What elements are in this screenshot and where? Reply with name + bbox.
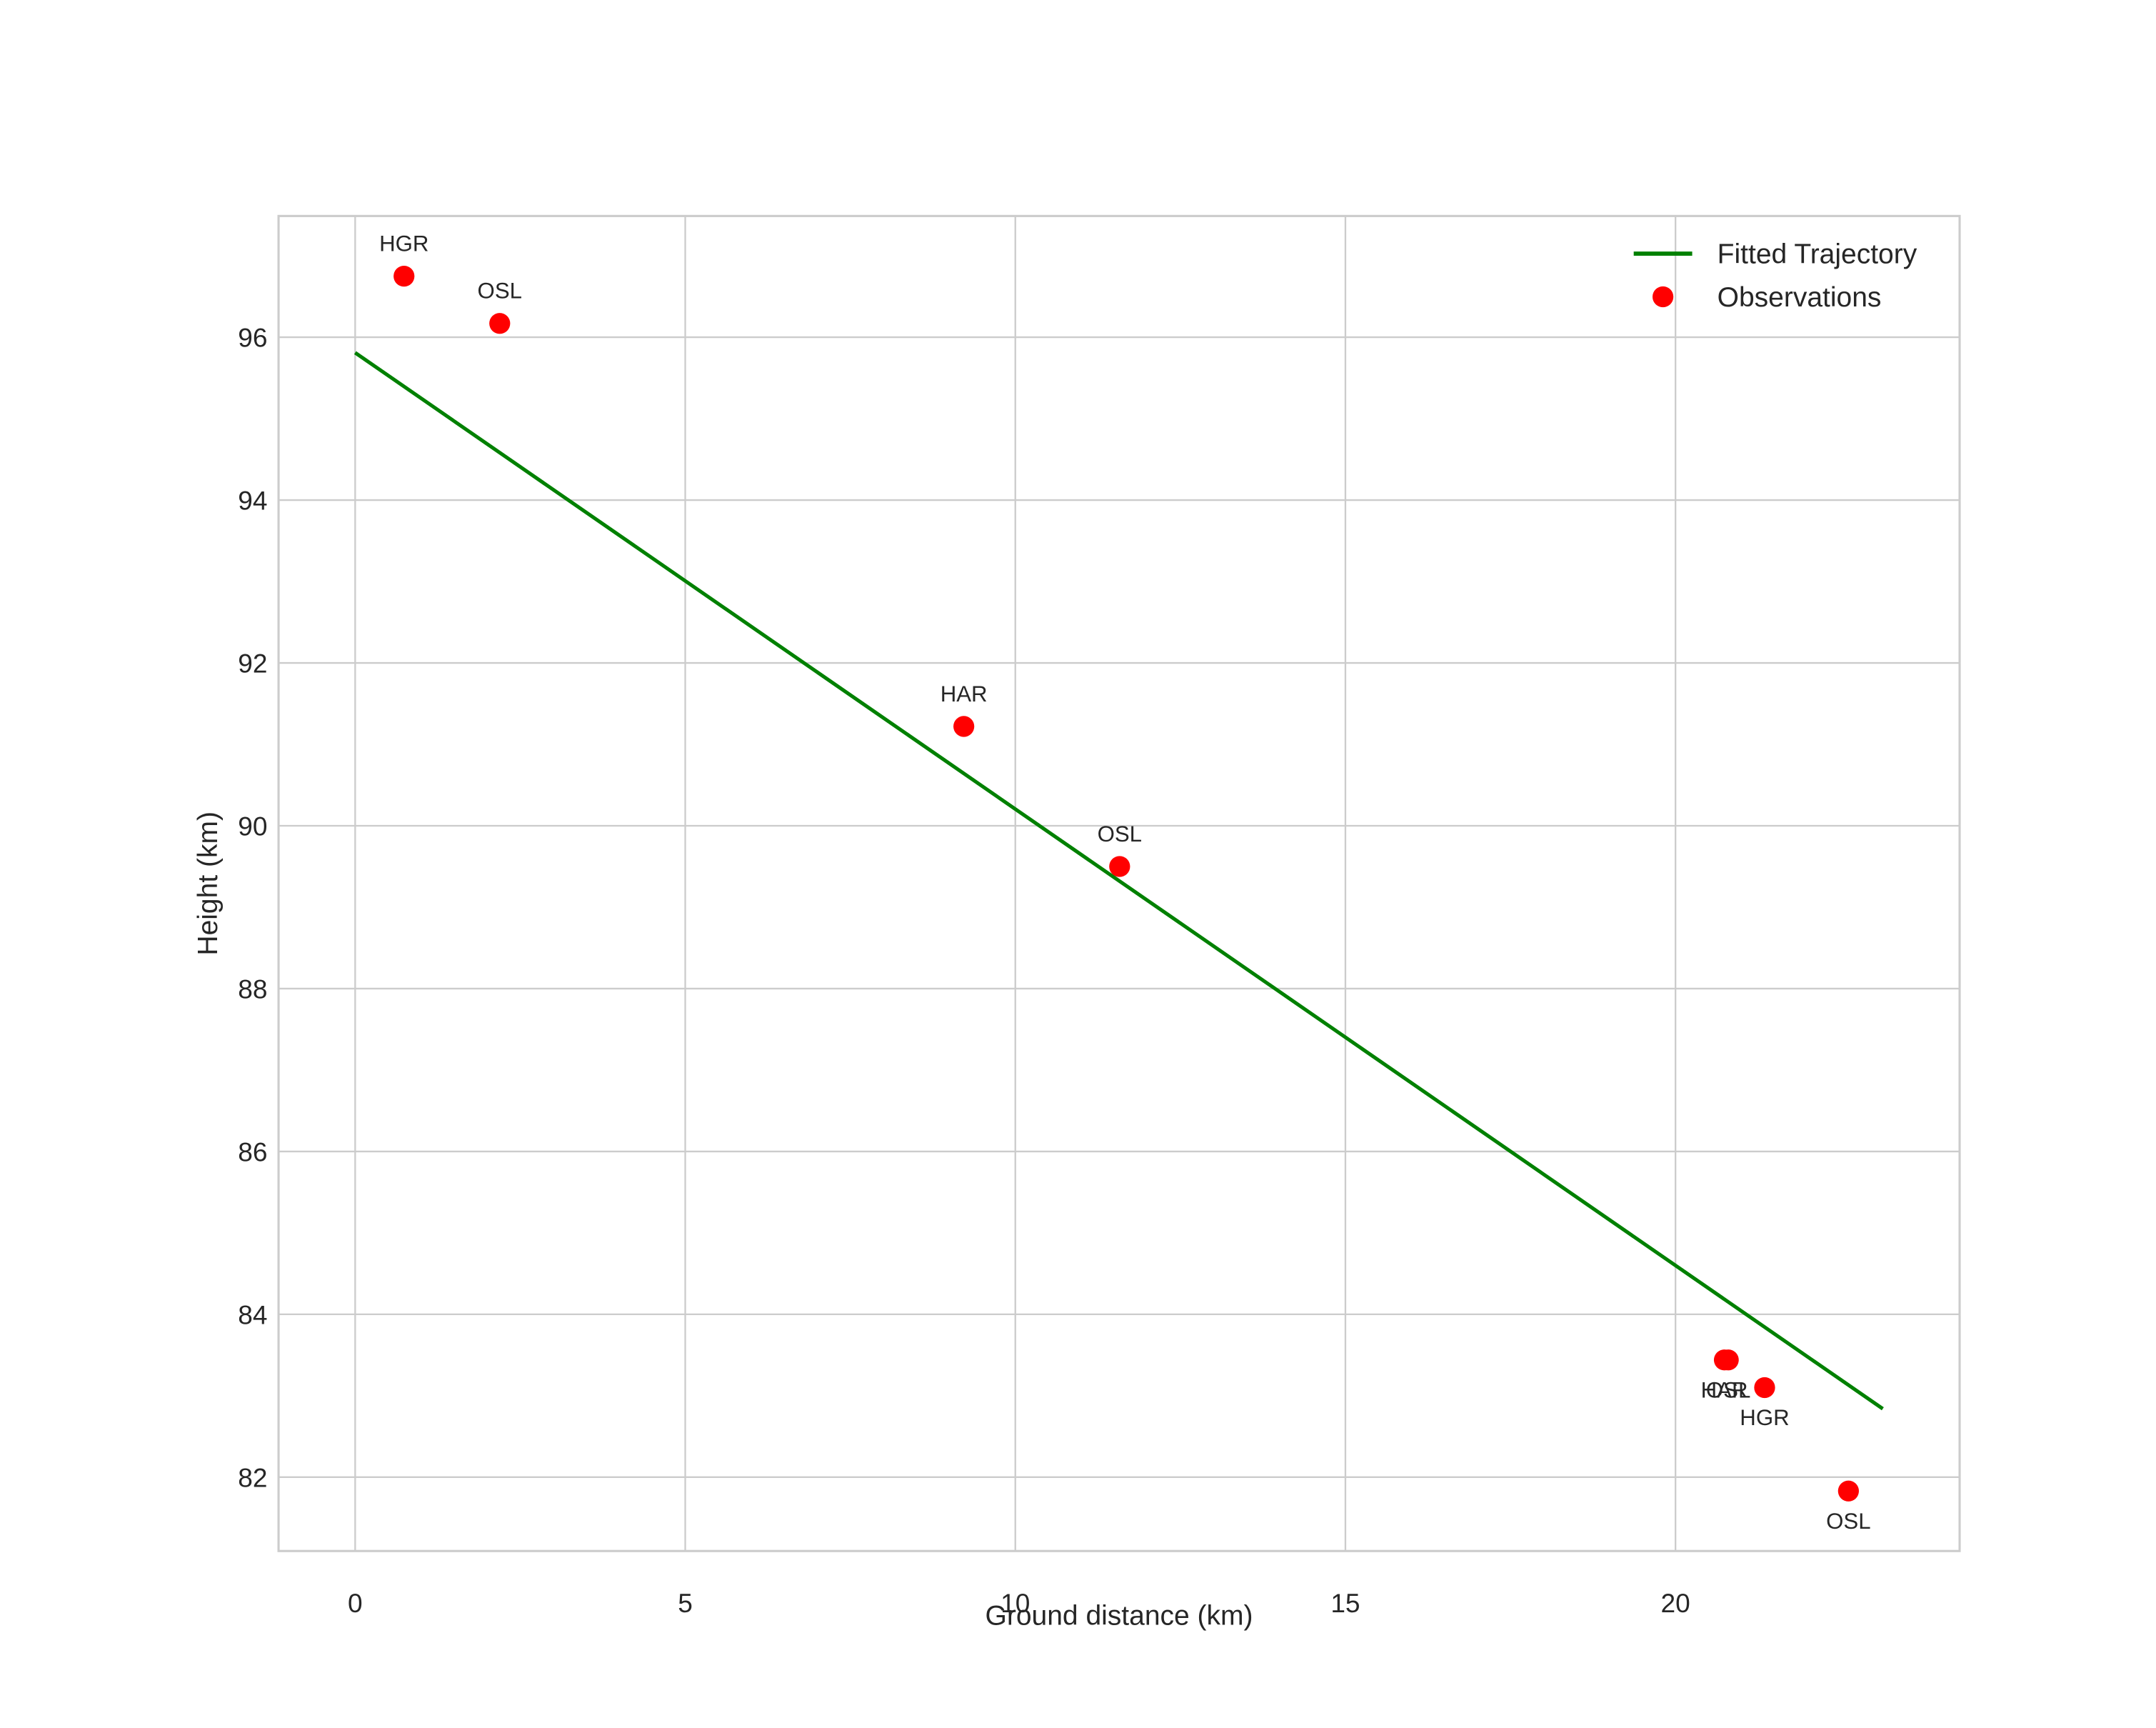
axes-frame	[277, 214, 1961, 1552]
station-label: HGR	[379, 231, 428, 256]
y-tick-label: 96	[238, 323, 267, 353]
x-tick-labels: 0 5 10 15 20	[348, 1588, 1690, 1618]
trajectory-polyline	[354, 351, 1884, 1411]
y-axis-label: Height (km)	[193, 811, 224, 956]
observation-point	[489, 313, 511, 334]
x-gridlines	[354, 216, 1677, 1552]
x-axis-label: Ground distance (km)	[986, 1601, 1253, 1632]
observation-point	[1718, 1349, 1739, 1371]
legend: Fitted Trajectory Observations	[1633, 239, 1917, 313]
station-label: OSL	[1706, 1377, 1750, 1402]
observation-point	[1837, 1480, 1859, 1502]
x-tick-label: 0	[348, 1588, 363, 1618]
y-tick-label: 92	[238, 649, 267, 679]
y-tick-label: 84	[238, 1300, 267, 1330]
y-tick-label: 90	[238, 811, 267, 841]
x-tick-label: 5	[678, 1588, 693, 1618]
y-tick-label: 82	[238, 1463, 267, 1493]
y-tick-label: 86	[238, 1137, 267, 1167]
observation-point	[1754, 1377, 1775, 1399]
fitted-trajectory-line	[354, 351, 1884, 1411]
x-tick-label: 20	[1661, 1588, 1690, 1618]
station-label: OSL	[1098, 821, 1142, 846]
observation-point	[1109, 856, 1130, 877]
y-gridlines	[279, 336, 1960, 1479]
station-label: HGR	[1740, 1405, 1789, 1430]
y-tick-label: 88	[238, 974, 267, 1004]
y-tick-label: 94	[238, 486, 267, 516]
observation-points	[393, 265, 1859, 1502]
legend-label-fitted-trajectory: Fitted Trajectory	[1718, 239, 1917, 270]
station-label: OSL	[478, 279, 522, 304]
x-tick-label: 10	[1001, 1588, 1030, 1618]
y-tick-labels: 82 84 86 88 90 92 94 96	[238, 323, 267, 1493]
legend-dot-icon	[1652, 286, 1674, 308]
station-label: HAR	[941, 681, 988, 706]
legend-label-observations: Observations	[1718, 282, 1882, 313]
station-label: OSL	[1826, 1509, 1870, 1534]
observation-point	[953, 716, 975, 737]
observation-point	[393, 265, 415, 287]
station-label: HAR	[1701, 1377, 1748, 1402]
x-tick-label: 15	[1330, 1588, 1360, 1618]
